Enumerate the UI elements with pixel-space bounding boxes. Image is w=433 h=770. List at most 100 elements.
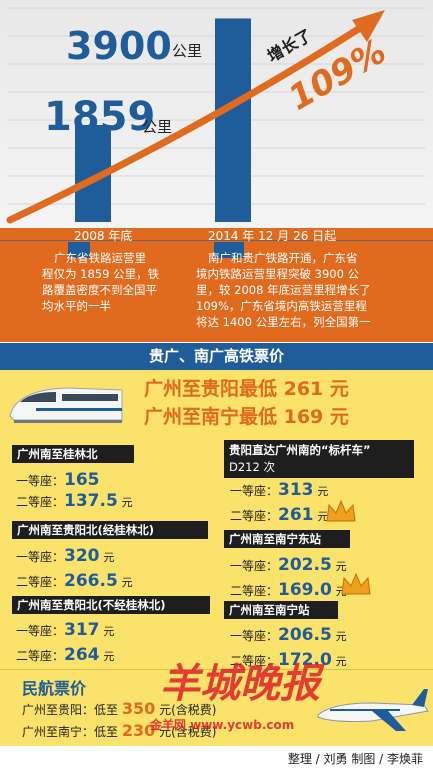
mileage-chart-svg <box>6 7 425 224</box>
growth-arrow <box>6 24 364 224</box>
bar1-value-label: 1859 <box>44 94 156 140</box>
seat-label: 一等座： <box>16 550 65 564</box>
air-divider <box>0 669 433 670</box>
price-value: 172.0 <box>278 650 332 670</box>
bar-2 <box>215 18 251 222</box>
route-head-guilin: 广州南至桂林北 <box>12 445 134 463</box>
growth-arrow-head <box>352 10 385 42</box>
yuan-unit: 元 <box>103 551 115 564</box>
left-info-line: 广东省铁路运营里 <box>54 251 146 265</box>
route-benchmark-first: 一等座：313 元 <box>230 480 328 500</box>
price-value: 264 <box>64 645 100 665</box>
price-value: 266.5 <box>64 571 118 591</box>
yuan-unit: 元 <box>121 576 133 589</box>
crown-icon <box>326 499 356 522</box>
air-price-value: 350 <box>121 699 156 718</box>
air-price-value: 230 <box>121 721 156 740</box>
seat-label: 二等座： <box>230 509 279 523</box>
route-benchmark-name: 贵阳直达广州南的“标杆车” <box>229 443 371 457</box>
route-guilin-first: 一等座：165 <box>16 470 100 490</box>
yuan-unit: 元 <box>317 510 329 523</box>
price-value: 169.0 <box>278 580 332 600</box>
route-head-guiyang-direct: 广州南至贵阳北(不经桂林北) <box>12 596 210 614</box>
info-band: 2008 年底 2014 年 12 月 26 日起 广东省铁路运营里 程仅为 1… <box>0 228 433 342</box>
route-nanning-east-first: 一等座：202.5 元 <box>230 555 347 575</box>
yuan-unit: 元 <box>335 560 347 573</box>
seat-label: 二等座： <box>16 575 65 589</box>
yuan-unit: 元 <box>335 585 347 598</box>
air-price-suffix: 元(含税费) <box>159 703 217 717</box>
air-fare-guiyang: 广州至贵阳：低至 350 元(含税费) <box>22 699 216 718</box>
route-nanning-second: 二等座：172.0 元 <box>230 650 347 670</box>
rail-fares-panel: 广州至贵阳最低 261 元 广州至南宁最低 169 元 广州南至桂林北 一等座：… <box>0 370 433 696</box>
route-head-nanning: 广州南至南宁站 <box>224 601 338 619</box>
seat-label: 一等座： <box>230 629 279 643</box>
left-date-label: 2008 年底 <box>74 229 133 243</box>
route-benchmark-second: 二等座：261 元 <box>230 505 328 525</box>
yuan-unit: 元 <box>121 496 133 509</box>
price-value: 313 <box>278 480 314 500</box>
seat-label: 二等座： <box>230 654 279 668</box>
watermark-site: 金羊网 www.ycwb.com <box>150 718 295 732</box>
route-guiyang-via-second: 二等座：266.5 元 <box>16 571 133 591</box>
air-route-label: 广州至南宁：低至 <box>22 725 119 739</box>
left-connector <box>68 242 90 258</box>
air-price-suffix: 元(含税费) <box>159 725 217 739</box>
bar2-value-label: 3900 <box>66 24 172 68</box>
route-nanning-east-second: 二等座：169.0 元 <box>230 580 347 600</box>
crown-icon <box>341 572 371 595</box>
right-info-line: 南广和贵广铁路开通，广东省 <box>208 251 358 265</box>
route-head-benchmark: 贵阳直达广州南的“标杆车” D212 次 <box>224 440 414 478</box>
rail-fares-title: 贵广、南广高铁票价 <box>0 343 433 370</box>
route-head-guiyang-via-guilin: 广州南至贵阳北(经桂林北) <box>12 521 208 539</box>
air-fare-nanning: 广州至南宁：低至 230 元(含税费) <box>22 721 216 740</box>
left-info-text: 广东省铁路运营里 程仅为 1859 公里，铁 路覆盖密度不到全国平 均水平的一半 <box>42 250 192 314</box>
yuan-unit: 元 <box>335 630 347 643</box>
airplane-icon <box>317 689 429 731</box>
right-info-line: 109%，广东省境内高铁运营里程 <box>196 299 367 313</box>
route-guiyang-direct-second: 二等座：264 元 <box>16 645 114 665</box>
credit-bar: 整理 / 刘勇 制图 / 李焕菲 <box>0 746 433 770</box>
right-info-text: 南广和贵广铁路开通，广东省 境内铁路运营里程突破 3900 公 里，较 2008… <box>196 250 430 330</box>
price-value: 137.5 <box>64 491 118 511</box>
air-fares-title: 民航票价 <box>22 679 87 698</box>
route-head-nanning-east: 广州南至南宁东站 <box>224 530 350 548</box>
right-info-line: 境内铁路运营里程突破 3900 公 <box>196 267 360 281</box>
bar2-unit-label: 公里 <box>172 42 203 60</box>
seat-label: 二等座： <box>16 495 65 509</box>
bar1-unit-label: 公里 <box>142 118 173 136</box>
right-info-line: 里，较 2008 年底运营里程增长了 <box>196 283 371 297</box>
price-value: 206.5 <box>278 625 332 645</box>
price-value: 320 <box>64 546 100 566</box>
route-benchmark-train: D212 次 <box>229 460 275 474</box>
price-value: 202.5 <box>278 555 332 575</box>
route-guiyang-via-first: 一等座：320 元 <box>16 546 114 566</box>
air-fares-panel: 民航票价 广州至贵阳：低至 350 元(含税费) 广州至南宁：低至 230 元(… <box>0 661 433 746</box>
route-nanning-first: 一等座：206.5 元 <box>230 625 347 645</box>
yuan-unit: 元 <box>317 485 329 498</box>
right-connector <box>214 242 244 258</box>
headline-guiyang: 广州至贵阳最低 261 元 <box>144 378 349 400</box>
price-value: 165 <box>64 470 100 490</box>
seat-label: 二等座： <box>16 649 65 663</box>
info-divider <box>0 240 433 241</box>
right-info-line: 将达 1400 公里左右，列全国第一 <box>196 315 371 329</box>
left-info-line: 程仅为 1859 公里，铁 <box>42 267 160 281</box>
route-guilin-second: 二等座：137.5 元 <box>16 491 133 511</box>
seat-label: 一等座： <box>16 624 65 638</box>
yuan-unit: 元 <box>103 625 115 638</box>
seat-label: 一等座： <box>16 474 65 488</box>
route-guiyang-direct-first: 一等座：317 元 <box>16 620 114 640</box>
seat-label: 一等座： <box>230 484 279 498</box>
right-date-label: 2014 年 12 月 26 日起 <box>208 229 337 243</box>
air-route-label: 广州至贵阳：低至 <box>22 703 119 717</box>
yuan-unit: 元 <box>103 650 115 663</box>
yuan-unit: 元 <box>335 655 347 668</box>
train-icon <box>9 387 123 423</box>
left-info-line: 均水平的一半 <box>42 299 111 313</box>
credit-text: 整理 / 刘勇 制图 / 李焕菲 <box>287 752 423 766</box>
price-value: 317 <box>64 620 100 640</box>
watermark-logo: 羊城晚报 <box>160 661 320 707</box>
left-info-line: 路覆盖密度不到全国平 <box>42 283 157 297</box>
mileage-chart: 3900 公里 1859 公里 增长了 109% <box>0 0 433 228</box>
